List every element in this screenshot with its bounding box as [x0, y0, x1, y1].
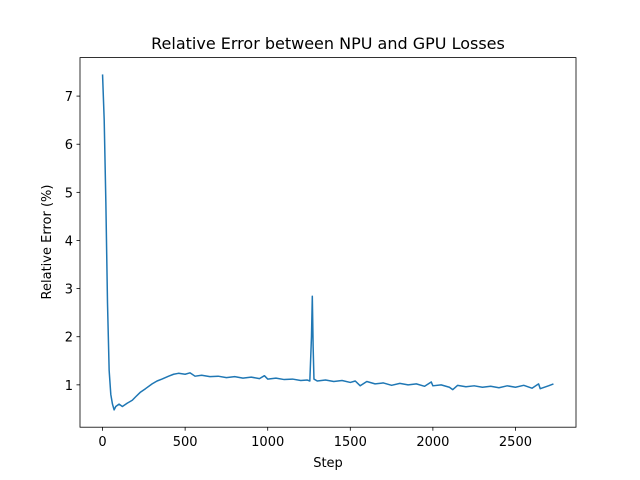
plot-frame — [79, 57, 577, 428]
x-tick-label: 1500 — [334, 435, 367, 450]
x-axis-label: Step — [313, 456, 343, 471]
y-axis-label: Relative Error (%) — [40, 185, 55, 300]
chart-title: Relative Error between NPU and GPU Losse… — [151, 34, 505, 53]
y-tick-label: 6 — [65, 138, 73, 153]
y-tick-label: 4 — [65, 234, 73, 249]
y-tick-label: 1 — [65, 379, 73, 394]
x-tick-label: 0 — [98, 435, 106, 450]
line-series — [101, 74, 554, 411]
x-tick-label: 500 — [173, 435, 198, 450]
x-tick-label: 2500 — [499, 435, 532, 450]
x-tick-label: 2000 — [416, 435, 449, 450]
x-tick-label: 1000 — [251, 435, 284, 450]
y-tick-label: 7 — [65, 90, 73, 105]
y-tick-label: 2 — [65, 331, 73, 346]
y-tick-label: 3 — [65, 283, 73, 298]
y-tick-label: 5 — [65, 186, 73, 201]
